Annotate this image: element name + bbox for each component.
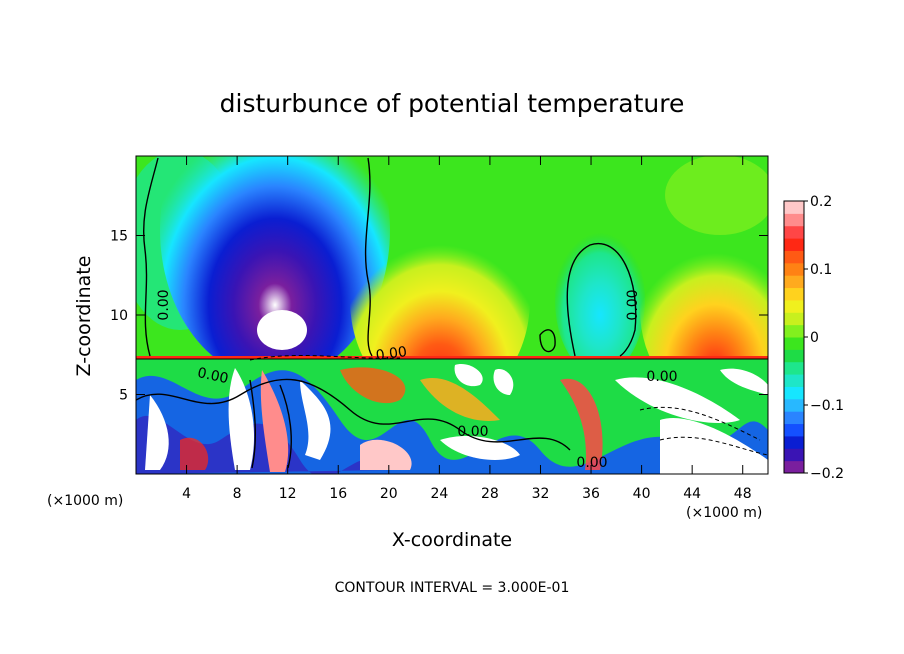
y-tick-label: 15 (110, 229, 128, 245)
contour-label-group: 0.00 0.00 0.00 0.00 0.00 0.00 0.00 (156, 289, 678, 471)
colorbar-swatch (784, 324, 804, 338)
contour-label: 0.00 (196, 365, 230, 387)
colorbar-swatch (784, 386, 804, 400)
contour-label: 0.00 (625, 289, 641, 320)
negative-contours (249, 355, 768, 456)
colorbar-tick-label: −0.1 (810, 398, 844, 414)
x-tick-label: 32 (532, 486, 550, 502)
plot-area (136, 156, 768, 474)
colorbar-swatch (784, 225, 804, 239)
colorbar: 0.2 0.1 0 −0.1 −0.2 (783, 194, 844, 482)
contour-label: 0.00 (457, 424, 488, 440)
inversion-band (136, 356, 768, 359)
contour-right (566, 242, 637, 357)
y-tick-label: 10 (110, 308, 128, 324)
cold-plume (160, 156, 390, 380)
contour-small (539, 329, 556, 353)
x-tick-label: 36 (582, 486, 600, 502)
colorbar-tick-label: 0.1 (810, 262, 832, 278)
colorbar-swatch (784, 275, 804, 289)
x-axis: 4 8 12 16 20 24 28 32 36 40 44 48 (182, 156, 752, 502)
warm-region-center (350, 190, 530, 410)
colorbar-swatch (784, 411, 804, 425)
colorbar-swatch (784, 460, 804, 474)
x-unit-right: (×1000 m) (686, 505, 762, 521)
contour-label: 0.00 (646, 369, 677, 385)
x-tick-label: 48 (734, 486, 752, 502)
colorbar-swatch (784, 337, 804, 350)
colorbar-swatch (784, 435, 804, 449)
contour-interval-note: CONTOUR INTERVAL = 3.000E-01 (335, 580, 570, 596)
colorbar-swatch (784, 299, 804, 313)
contour-label: 0.00 (375, 344, 408, 364)
x-tick-label: 28 (481, 486, 499, 502)
colorbar-swatch (784, 374, 804, 387)
plume-core (257, 310, 307, 350)
colorbar-swatch (784, 250, 804, 264)
x-tick-label: 16 (329, 486, 347, 502)
x-tick-label: 8 (233, 486, 242, 502)
colorbar-swatch (784, 423, 804, 437)
x-tick-label: 24 (430, 486, 448, 502)
contour-mid (364, 157, 373, 357)
chart-title: disturbunce of potential temperature (220, 89, 685, 118)
y-axis-label: Z-coordinate (73, 256, 95, 377)
x-unit-left: (×1000 m) (47, 493, 123, 509)
cool-region-right (555, 225, 645, 375)
colorbar-swatch (784, 201, 804, 214)
mild-region-top (665, 156, 768, 235)
colorbar-swatch (784, 238, 804, 251)
contour-low-3 (279, 384, 292, 469)
y-axis: 5 10 15 (110, 229, 768, 404)
colorbar-swatch (784, 448, 804, 462)
colorbar-swatch (784, 361, 804, 375)
colorbar-swatch (784, 287, 804, 301)
x-tick-label: 20 (380, 486, 398, 502)
colorbar-tick-label: 0.2 (810, 194, 832, 210)
contour-left (142, 157, 159, 357)
contour-label: 0.00 (576, 455, 607, 471)
x-tick-label: 40 (633, 486, 651, 502)
colorbar-swatch (784, 349, 804, 363)
colorbar-swatch (784, 262, 804, 276)
x-tick-label: 44 (683, 486, 701, 502)
x-tick-label: 4 (182, 486, 191, 502)
colorbar-tick-label: 0 (810, 330, 819, 346)
x-axis-label: X-coordinate (392, 529, 512, 551)
colorbar-swatch (784, 312, 804, 326)
turbulent-layer (136, 358, 768, 474)
contour-low-2 (249, 379, 257, 469)
colorbar-swatch (784, 398, 804, 412)
contour-lines (136, 157, 637, 469)
y-tick-label: 5 (119, 388, 128, 404)
contour-label: 0.00 (156, 289, 172, 320)
x-tick-label: 12 (279, 486, 297, 502)
contour-low-1 (136, 378, 571, 451)
colorbar-tick-label: −0.2 (810, 466, 844, 482)
colorbar-swatch (784, 213, 804, 227)
